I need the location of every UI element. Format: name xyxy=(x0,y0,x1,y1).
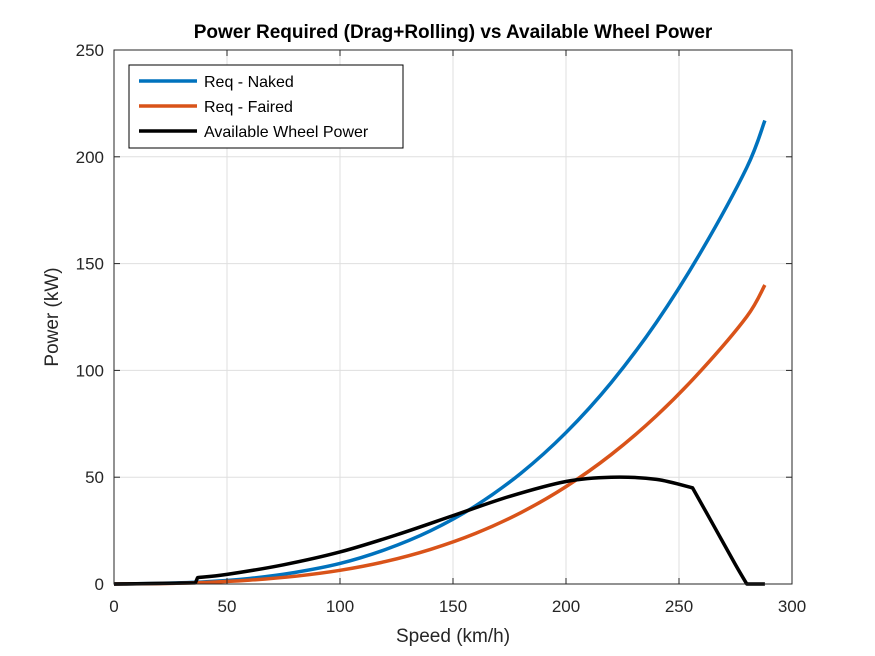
chart-title: Power Required (Drag+Rolling) vs Availab… xyxy=(194,22,713,43)
y-tick-label: 200 xyxy=(76,148,104,167)
y-tick-label: 150 xyxy=(76,255,104,274)
x-tick-label: 0 xyxy=(109,597,118,616)
grid xyxy=(114,50,792,584)
y-tick-label: 250 xyxy=(76,41,104,60)
x-tick-label: 150 xyxy=(439,597,467,616)
y-tick-label: 0 xyxy=(95,575,104,594)
x-tick-label: 300 xyxy=(778,597,806,616)
series-line-3 xyxy=(113,475,765,586)
legend: Req - Naked Req - Faired Available Wheel P… xyxy=(128,64,404,149)
x-axis-title: Speed (km/h) xyxy=(396,626,510,647)
legend-label: Available Wheel Power xyxy=(204,124,369,141)
y-tick-label: 50 xyxy=(85,468,104,487)
y-axis-title: Power (kW) xyxy=(42,267,63,366)
y-tick-label: 100 xyxy=(76,361,104,380)
x-tick-label: 250 xyxy=(665,597,693,616)
x-tick-label: 100 xyxy=(326,597,354,616)
x-tick-label: 200 xyxy=(552,597,580,616)
series-line-2 xyxy=(113,284,767,586)
legend-label: Req - Faired xyxy=(204,99,293,116)
ticks: 0 50 100 150 200 250 300 0 50 100 150 200 250 xyxy=(76,41,807,616)
x-tick-label: 50 xyxy=(218,597,237,616)
series-layer xyxy=(113,119,767,586)
legend-label: Req - Naked xyxy=(204,74,294,91)
